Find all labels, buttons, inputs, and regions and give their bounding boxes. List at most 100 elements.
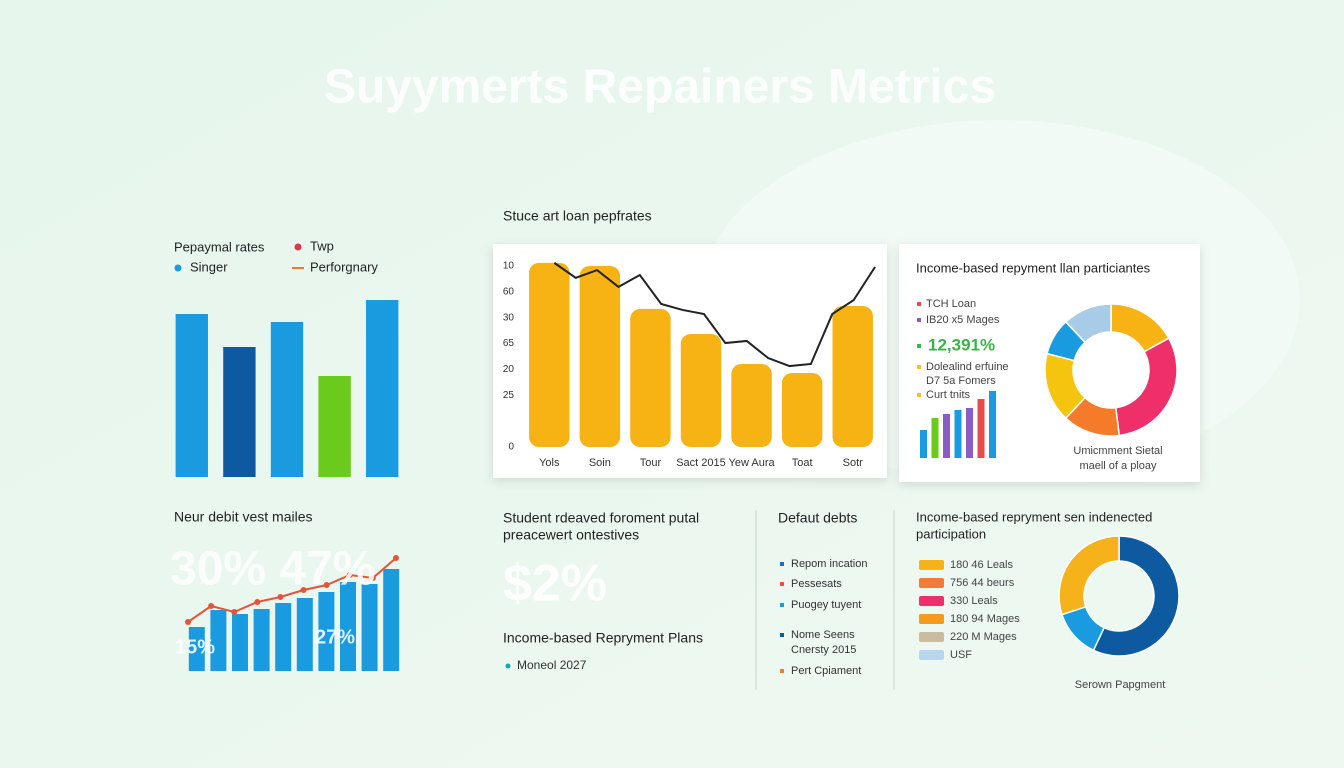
legend-marker: [174, 264, 182, 272]
caption: maell of a ploay: [1079, 460, 1157, 472]
bar: [210, 610, 227, 671]
mini-bar: [989, 391, 996, 458]
panel-title: Student rdeaved foroment putal: [503, 510, 699, 526]
donut-slice: [1058, 535, 1120, 616]
bar: [253, 609, 270, 671]
legend-label: IB20 x5 Mages: [926, 314, 1000, 326]
y-tick-label: 20: [503, 364, 515, 375]
annotation: 30% 47%: [170, 543, 375, 596]
mini-bar: [920, 430, 927, 458]
bar: [832, 306, 873, 447]
caption: Serown Papgment: [1075, 679, 1166, 691]
line-point: [254, 599, 261, 605]
donut-slice: [1092, 535, 1180, 657]
highlight-value: 12,391%: [928, 335, 995, 354]
bar: [318, 376, 351, 477]
y-tick-label: 0: [508, 442, 514, 453]
x-tick-label: Sact 2015: [676, 457, 726, 469]
legend-label: 756 44 beurs: [950, 577, 1015, 589]
chart-title: participation: [916, 526, 986, 541]
bar: [781, 373, 823, 447]
bullet: [780, 669, 784, 673]
list-item: Puogey tuyent: [791, 599, 861, 611]
legend-swatch: [919, 650, 944, 660]
x-tick-label: Tour: [640, 457, 662, 469]
list-item: Repom incation: [791, 558, 867, 570]
panel-title: Defaut debts: [778, 510, 857, 526]
x-tick-label: Soin: [589, 457, 611, 469]
bullet: [780, 582, 784, 586]
caption: Umicmment Sietal: [1073, 445, 1162, 457]
bullet: [780, 562, 784, 566]
legend-label: TCH Loan: [926, 298, 976, 310]
line: [553, 262, 876, 368]
legend-marker: [917, 365, 921, 369]
page-title: Suyymerts Repainers Metrics: [324, 61, 996, 114]
bar: [366, 300, 399, 477]
bar: [630, 308, 671, 447]
x-tick-label: Yew Aura: [729, 457, 776, 469]
line-point: [231, 609, 238, 615]
line-point: [277, 594, 284, 600]
donut-slice: [1064, 303, 1112, 344]
line-point: [323, 582, 330, 588]
bullet: [780, 603, 784, 607]
x-tick-label: Toat: [792, 457, 813, 469]
bar: [361, 584, 378, 671]
bar: [270, 322, 304, 477]
legend-swatch: [919, 560, 944, 570]
bar: [340, 582, 356, 671]
legend-label: USF: [950, 649, 972, 661]
bullet: [780, 633, 784, 637]
chart-title: Income-based repryment sen indenected: [916, 509, 1152, 524]
y-tick-label: 10: [503, 261, 515, 272]
bar: [296, 598, 313, 671]
list-item: Moneol 2027: [517, 658, 587, 672]
bar: [188, 627, 205, 671]
bar: [383, 569, 400, 671]
legend-label: 180 94 Mages: [950, 613, 1020, 625]
legend-swatch: [919, 596, 944, 606]
list-item: Nome Seens: [791, 629, 855, 641]
line-point: [300, 587, 307, 593]
legend-swatch: [919, 614, 944, 624]
legend-label: Pepaymal rates: [174, 239, 265, 254]
legend-label: Dolealind erfuine: [926, 361, 1009, 373]
legend-label: Perforgnary: [310, 259, 378, 274]
legend-marker: [917, 344, 921, 348]
big-value: $2%: [503, 555, 607, 613]
legend-marker: [917, 302, 921, 306]
x-tick-label: Sotr: [843, 457, 864, 469]
bar: [680, 333, 722, 447]
legend-label: 220 M Mages: [950, 631, 1017, 643]
line-point: [369, 575, 376, 581]
mini-bar: [931, 418, 939, 458]
legend-label: 180 46 Leals: [950, 559, 1013, 571]
legend-label: D7 5a Fomers: [926, 375, 996, 387]
line-point: [208, 603, 215, 609]
line-point: [346, 572, 353, 578]
bar: [232, 614, 248, 671]
y-tick-label: 65: [503, 338, 515, 349]
chart-title: Neur debit vest mailes: [174, 509, 313, 525]
mini-bar: [966, 408, 973, 458]
panel-subtitle: Income-based Repryment Plans: [503, 630, 703, 646]
legend-marker: [294, 243, 302, 251]
line: [187, 557, 397, 623]
mini-bar: [943, 414, 950, 458]
bar: [318, 592, 335, 671]
legend-marker: [917, 318, 921, 322]
legend-swatch: [919, 578, 944, 588]
x-tick-label: Yols: [539, 457, 560, 469]
chart-title: Stuce art loan pepfrates: [503, 208, 652, 224]
bar: [529, 262, 570, 447]
chart-title: Income-based repyment llan particiantes: [916, 260, 1151, 275]
bar: [223, 347, 256, 477]
legend-label: Twp: [310, 238, 334, 253]
y-tick-label: 60: [503, 286, 515, 297]
list-item: Pessesats: [791, 578, 842, 590]
legend-label: 330 Leals: [950, 595, 998, 607]
panel-title: preacewert ontestives: [503, 527, 639, 543]
